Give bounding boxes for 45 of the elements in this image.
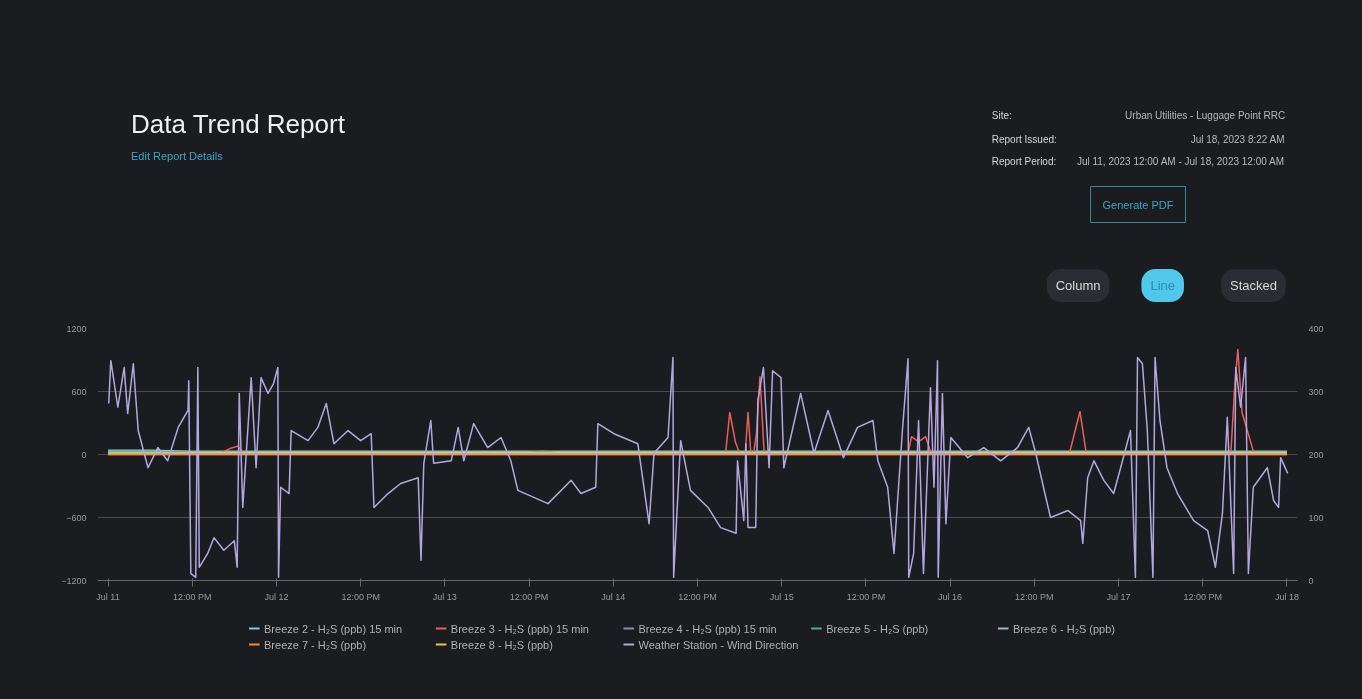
y2-tick-label: 300	[1308, 386, 1324, 397]
text: Column	[1055, 278, 1101, 293]
x-tick-label: Jul 17	[1106, 591, 1131, 602]
x-tick-label: 12:00 PM	[1015, 591, 1054, 602]
x-tick-label: Jul 11	[96, 591, 120, 602]
y2-tick-label: 100	[1308, 512, 1324, 523]
text: Edit Report Details	[130, 149, 224, 162]
text: Urban Utilities - Luggage Point RRC	[1125, 110, 1286, 121]
legend-label: Breeze 5 - H₂S (ppb)	[826, 622, 929, 635]
x-tick-label: 12:00 PM	[846, 591, 886, 602]
y2-tick-label: 400	[1308, 323, 1324, 334]
legend-label: Breeze 2 - H₂S (ppb) 15 min	[264, 622, 403, 635]
legend-label: Breeze 6 - H₂S (ppb)	[1012, 622, 1116, 635]
x-tick-label: Jul 18	[1274, 591, 1299, 602]
x-tick-label: Jul 15	[769, 591, 794, 602]
legend-label: Breeze 8 - H₂S (ppb)	[450, 638, 553, 651]
y-tick-label: 600	[71, 386, 87, 397]
text: Report Issued:	[991, 134, 1057, 145]
text: Stacked	[1229, 278, 1277, 293]
text: Generate PDF	[1102, 198, 1174, 211]
y-tick-label: −1200	[61, 575, 87, 586]
text: Jul 11, 2023 12:00 AM - Jul 18, 2023 12:00 AM	[1076, 156, 1285, 167]
y-tick-label: 0	[81, 449, 87, 460]
text: Report Period:	[991, 156, 1057, 167]
legend-label: Breeze 7 - H₂S (ppb)	[264, 638, 367, 651]
x-tick-label: Jul 14	[601, 591, 626, 602]
text: Line	[1150, 278, 1175, 293]
x-tick-label: 12:00 PM	[1183, 591, 1223, 602]
y-tick-label: 1200	[66, 323, 87, 334]
x-tick-label: Jul 12	[264, 591, 289, 602]
y2-tick-label: 200	[1308, 449, 1324, 460]
text: Site:	[991, 110, 1012, 121]
chart-title: Data Trend Report	[130, 108, 346, 139]
x-tick-label: 12:00 PM	[172, 591, 212, 602]
x-tick-label: 12:00 PM	[678, 591, 717, 602]
x-tick-label: 12:00 PM	[341, 591, 380, 602]
x-tick-label: Jul 13	[432, 591, 457, 602]
legend-label: Breeze 3 - H₂S (ppb) 15 min	[450, 622, 589, 635]
x-tick-label: Jul 16	[938, 591, 963, 602]
legend-label: Breeze 4 - H₂S (ppb) 15 min	[638, 622, 777, 635]
x-tick-label: 12:00 PM	[509, 591, 549, 602]
legend-label: Weather Station - Wind Direction	[638, 638, 799, 651]
y-tick-label: −600	[66, 512, 87, 523]
text: Jul 18, 2023 8:22 AM	[1190, 134, 1285, 145]
y2-tick-label: 0	[1308, 575, 1314, 586]
